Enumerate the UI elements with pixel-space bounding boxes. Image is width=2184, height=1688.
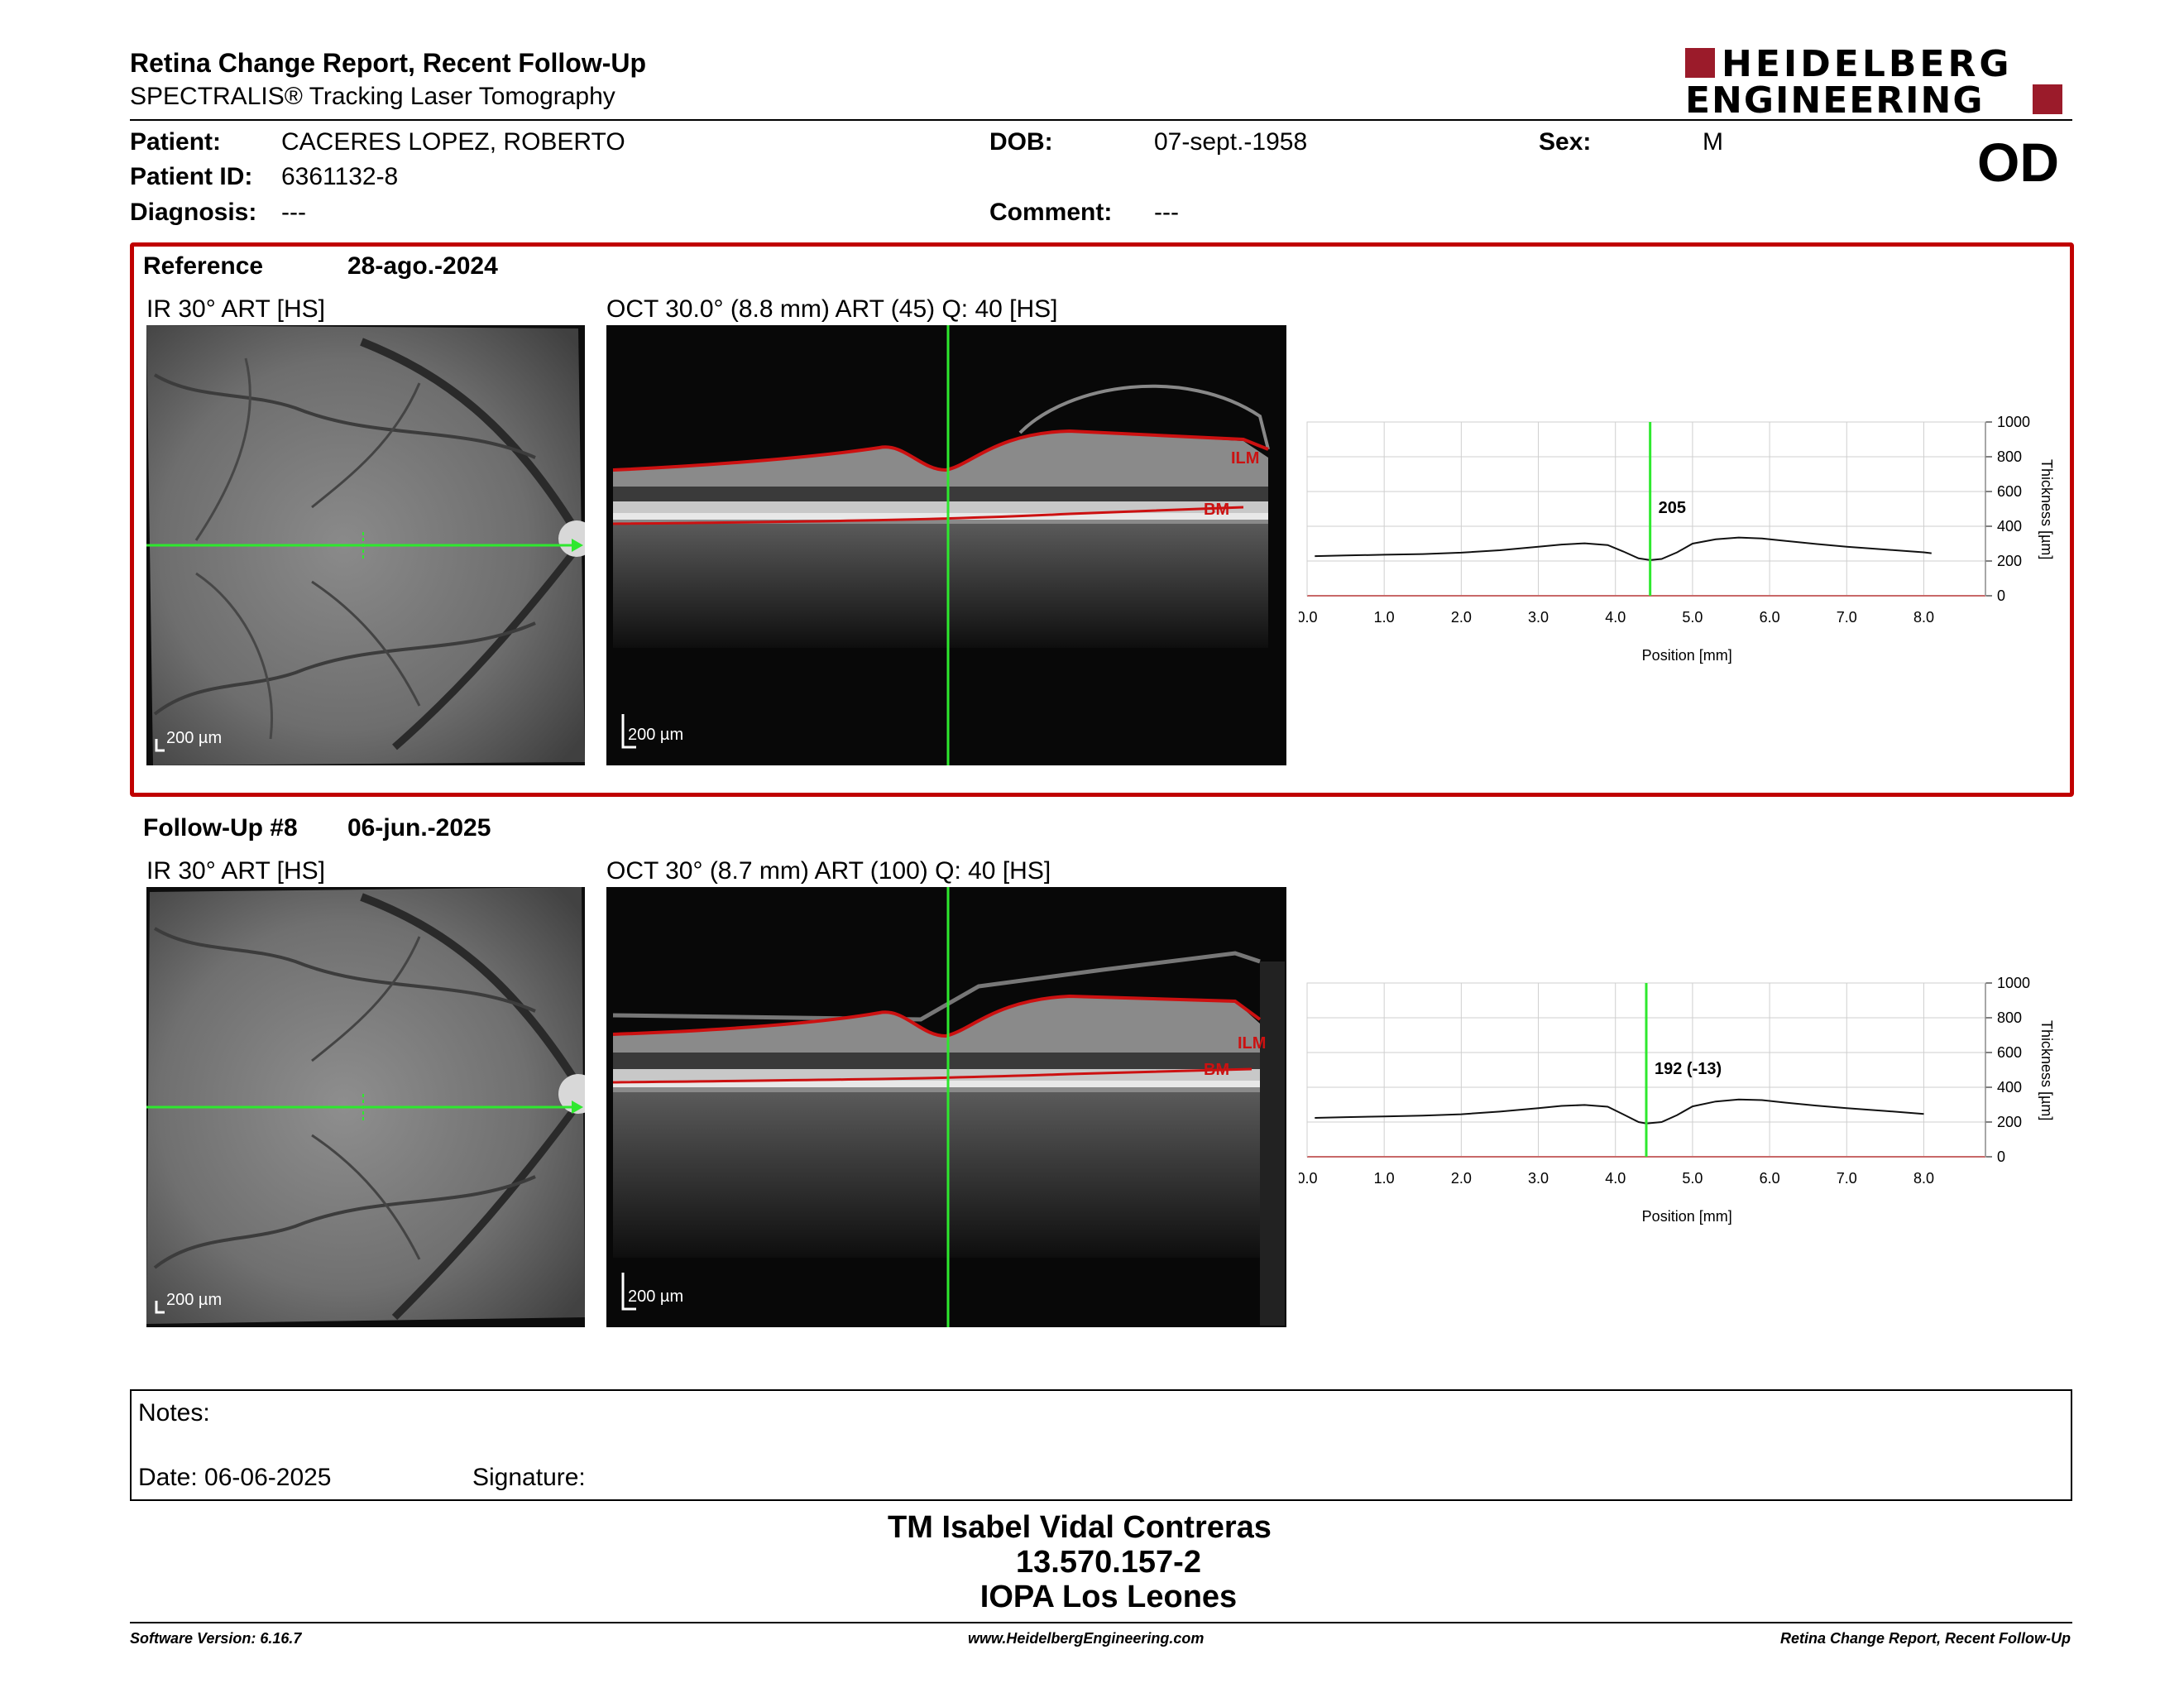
followup-chart-y-tick: 1000 <box>1997 975 2030 991</box>
comment-value: --- <box>1154 199 1179 226</box>
reference-label: Reference <box>143 252 264 280</box>
reference-ilm-label: ILM <box>1231 449 1260 468</box>
logo-text-1: HEIDELBERG <box>1722 43 2013 85</box>
followup-chart-x-tick: 5.0 <box>1682 1170 1703 1187</box>
patient-name: CACERES LOPEZ, ROBERTO <box>281 128 625 156</box>
reference-chart-x-tick: 5.0 <box>1682 609 1703 626</box>
followup-chart-x-tick: 0.0 <box>1299 1170 1318 1187</box>
followup-label: Follow-Up #8 <box>143 814 298 842</box>
signature-label: Signature: <box>472 1464 586 1491</box>
reference-oct-scale: 200 µm <box>628 726 684 744</box>
reference-oct-image: ILM BM 200 µm <box>606 325 1286 765</box>
sex-value: M <box>1703 128 1723 156</box>
reference-chart-x-tick: 7.0 <box>1837 609 1857 626</box>
followup-chart-y-label: Thickness [µm] <box>2038 1020 2055 1120</box>
reference-chart-x-tick: 3.0 <box>1528 609 1549 626</box>
followup-bm-label: BM <box>1204 1061 1230 1079</box>
logo-square-top <box>1685 48 1715 78</box>
followup-ilm-label: ILM <box>1238 1034 1267 1053</box>
dob-value: 07-sept.-1958 <box>1154 128 1308 156</box>
reference-oct-title: OCT 30.0° (8.8 mm) ART (45) Q: 40 [HS] <box>606 295 1058 323</box>
followup-chart-x-tick: 1.0 <box>1374 1170 1395 1187</box>
followup-ir-scale: 200 µm <box>166 1291 223 1309</box>
notes-date: Date: 06-06-2025 <box>138 1464 332 1491</box>
reference-ir-title: IR 30° ART [HS] <box>146 295 325 323</box>
followup-chart-x-label: Position [mm] <box>1642 1208 1732 1225</box>
reference-chart-y-tick: 200 <box>1997 553 2022 569</box>
reference-chart-y-tick: 800 <box>1997 448 2022 465</box>
signer-clinic: IOPA Los Leones <box>979 1580 1238 1614</box>
signer-name: TM Isabel Vidal Contreras <box>888 1510 1272 1545</box>
comment-label: Comment: <box>989 199 1113 226</box>
followup-date: 06-jun.-2025 <box>347 814 491 842</box>
diagnosis-label: Diagnosis: <box>130 199 257 226</box>
reference-chart-x-tick: 1.0 <box>1374 609 1395 626</box>
reference-chart-thickness-line <box>1315 536 1932 561</box>
footer-website: www.HeidelbergEngineering.com <box>968 1630 1205 1647</box>
reference-ir-scale: 200 µm <box>166 729 223 747</box>
reference-chart-cursor-value: 205 <box>1659 499 1686 517</box>
reference-chart-y-tick: 0 <box>1997 587 2005 604</box>
footer-divider <box>130 1622 2072 1623</box>
followup-chart-cursor-value: 192 (-13) <box>1655 1060 1722 1078</box>
logo-text-2: ENGINEERING <box>1685 79 1985 122</box>
followup-chart-x-tick: 7.0 <box>1837 1170 1857 1187</box>
notes-box: Notes: Date: 06-06-2025 Signature: <box>130 1389 2072 1501</box>
reference-chart-x-tick: 4.0 <box>1605 609 1626 626</box>
notes-label: Notes: <box>138 1399 210 1427</box>
followup-chart-x-tick: 6.0 <box>1760 1170 1780 1187</box>
patient-id-label: Patient ID: <box>130 163 253 190</box>
followup-thickness-chart: 0.0 1.0 2.0 3.0 4.0 5.0 6.0 7.0 8.0 0 200 400 600 800… <box>1299 975 2055 1225</box>
followup-chart-x-tick: 2.0 <box>1451 1170 1472 1187</box>
followup-chart-y-tick: 200 <box>1997 1114 2022 1130</box>
report-title: Retina Change Report, Recent Follow-Up <box>130 48 647 78</box>
followup-chart-x-tick: 3.0 <box>1528 1170 1549 1187</box>
followup-ir-image: 200 µm <box>146 887 585 1327</box>
logo-square-bottom <box>2033 84 2062 114</box>
header-divider <box>130 119 2072 121</box>
followup-chart-x-tick: 4.0 <box>1605 1170 1626 1187</box>
footer-report: Retina Change Report, Recent Follow-Up <box>1779 1630 2071 1647</box>
followup-chart-thickness-line <box>1315 1098 1924 1125</box>
followup-chart-y-tick: 600 <box>1997 1044 2022 1061</box>
reference-ir-image: 200 µm <box>146 325 585 765</box>
followup-oct-image: ILM BM 200 µm <box>606 887 1286 1327</box>
followup-chart-y-tick: 800 <box>1997 1009 2022 1026</box>
patient-label: Patient: <box>130 128 222 156</box>
reference-bm-label: BM <box>1204 501 1230 519</box>
sex-label: Sex: <box>1539 128 1592 156</box>
reference-chart-y-tick: 400 <box>1997 518 2022 535</box>
report-subtitle: SPECTRALIS® Tracking Laser Tomography <box>130 83 615 110</box>
reference-date: 28-ago.-2024 <box>347 252 498 280</box>
reference-chart-y-label: Thickness [µm] <box>2038 459 2055 559</box>
reference-chart-plot-frame <box>1306 421 1986 597</box>
reference-chart-x-tick: 2.0 <box>1451 609 1472 626</box>
followup-chart-x-tick: 8.0 <box>1913 1170 1934 1187</box>
reference-chart-x-tick: 8.0 <box>1913 609 1934 626</box>
followup-chart-y-tick: 400 <box>1997 1079 2022 1096</box>
reference-chart-x-tick: 6.0 <box>1760 609 1780 626</box>
footer-software: Software Version: 6.16.7 <box>130 1630 302 1647</box>
reference-thickness-chart: 0.0 1.0 2.0 3.0 4.0 5.0 6.0 7.0 8.0 0 200 400 600 800… <box>1299 414 2055 664</box>
reference-chart-x-label: Position [mm] <box>1642 647 1732 664</box>
signer-rut: 13.570.157-2 <box>1016 1545 1201 1580</box>
patient-id: 6361132-8 <box>281 163 399 190</box>
reference-chart-y-tick: 600 <box>1997 483 2022 500</box>
followup-ir-title: IR 30° ART [HS] <box>146 857 325 885</box>
diagnosis-value: --- <box>281 199 306 226</box>
dob-label: DOB: <box>989 128 1053 156</box>
followup-chart-y-tick: 0 <box>1997 1149 2005 1165</box>
eye-label: OD <box>1977 132 2059 193</box>
reference-chart-y-tick: 1000 <box>1997 414 2030 430</box>
reference-chart-x-tick: 0.0 <box>1299 609 1318 626</box>
heidelberg-logo: HEIDELBERG ENGINEERING <box>1685 43 2066 122</box>
followup-oct-title: OCT 30° (8.7 mm) ART (100) Q: 40 [HS] <box>606 857 1051 885</box>
reference-frame <box>130 242 2074 797</box>
followup-oct-scale: 200 µm <box>628 1288 684 1306</box>
